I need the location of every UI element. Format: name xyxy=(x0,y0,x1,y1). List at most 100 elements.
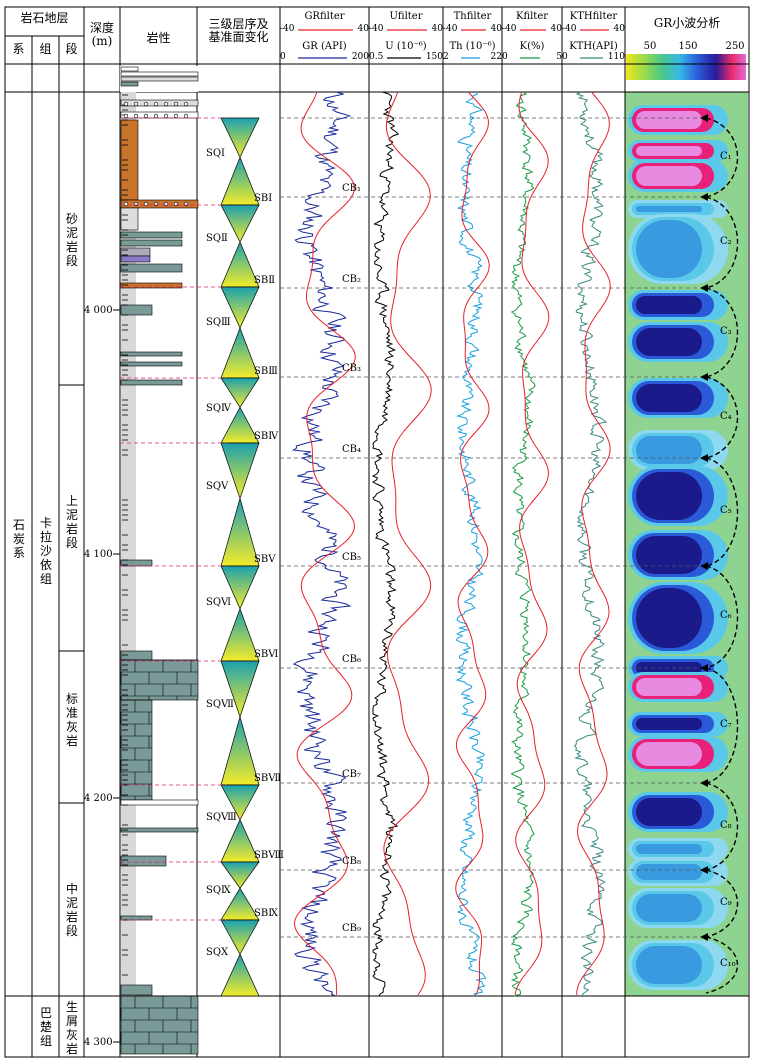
sand-dot-0-126 xyxy=(123,101,129,107)
boundary-label-3: SBⅣ xyxy=(254,431,279,442)
cycle-boundary-label-0: CB₁ xyxy=(342,183,362,194)
cycle-arc-9 xyxy=(705,936,739,994)
sand-dot-0-186 xyxy=(183,101,189,107)
cycle-label-7: C₈ xyxy=(720,819,732,831)
track-0-curve-max: 200 xyxy=(351,52,369,62)
boundary-lines xyxy=(120,117,700,938)
wave-11-inner xyxy=(636,536,702,574)
track-scale-lines xyxy=(298,29,609,59)
sand-dot-1-176 xyxy=(173,113,179,119)
cycle-arrows xyxy=(700,114,739,994)
gr-filter-curve xyxy=(293,91,356,996)
cycle-arc-8 xyxy=(705,869,739,938)
wavelet-color-scale xyxy=(626,54,746,80)
sand-dot-1-166 xyxy=(163,113,169,119)
lith-bed-25 xyxy=(120,855,167,867)
track-0-filter-min: -40 xyxy=(280,24,295,34)
track-2-curve-min: 2 xyxy=(443,52,449,62)
cycle-label-1: C₂ xyxy=(720,235,732,247)
sand-dot-0-176 xyxy=(173,101,179,107)
track-2-filter-max: 40 xyxy=(490,24,502,34)
boundary-label-0: SBⅠ xyxy=(254,193,273,204)
cycle-arrowhead-1 xyxy=(700,193,708,201)
sequence-label-1: SQⅡ xyxy=(206,233,228,245)
boundary-label-7: SBⅧ xyxy=(254,850,284,861)
wave-15-inner xyxy=(636,718,702,730)
u-curve xyxy=(371,91,400,997)
lith-bed-12 xyxy=(120,255,151,263)
wavelet-tick-50: 50 xyxy=(643,41,657,52)
track-0-filter-name: GRfilter xyxy=(304,11,345,22)
sequence-label-4: SQⅤ xyxy=(206,480,229,492)
seq-tri-upper-3 xyxy=(220,377,260,408)
th-filter-curve xyxy=(455,91,490,996)
seq-tri-upper-0 xyxy=(220,117,260,158)
track-4-filter-name: KTHfilter xyxy=(569,11,618,22)
wave-1-inner xyxy=(636,111,702,129)
cycle-arc-4 xyxy=(705,457,739,567)
cycle-boundary-label-8: CB₉ xyxy=(342,923,362,934)
member-label-5: 生屑灰岩 xyxy=(65,1000,78,1056)
sequence-label-9: SQⅩ xyxy=(206,947,229,959)
lith-bed-18 xyxy=(120,379,183,386)
sand-dot-0-136 xyxy=(133,101,139,107)
track-0-curve-min: 0 xyxy=(280,52,286,62)
boundary-label-8: SBⅨ xyxy=(254,908,278,919)
formation-label-lower: 巴楚组 xyxy=(39,1006,52,1048)
cycle-label-2: C₃ xyxy=(720,325,732,337)
cycle-boundary-label-3: CB₄ xyxy=(342,444,362,455)
sequence-label-7: SQⅧ xyxy=(206,812,237,824)
member-label-4: 中泥岩段 xyxy=(65,882,78,938)
sand-dot-0-166 xyxy=(163,101,169,107)
gr-curve xyxy=(291,91,352,997)
wavelet-tick-150: 150 xyxy=(678,41,698,52)
cycle-label-6: C₇ xyxy=(720,718,732,730)
cycle-arrowhead-6 xyxy=(700,664,708,672)
sand-dot-1-146 xyxy=(143,113,149,119)
log-curves xyxy=(291,91,611,997)
track-0-filter-max: 40 xyxy=(357,24,369,34)
wavelet-tick-250: 250 xyxy=(725,41,745,52)
depth-label-4000: 4 000 xyxy=(84,305,113,316)
lith-bed-26 xyxy=(120,915,153,921)
k-curve xyxy=(510,91,536,997)
track-1-curve-name: U (10⁻⁶) xyxy=(385,41,427,52)
lith-bed-13 xyxy=(120,263,183,273)
wave-16-inner xyxy=(636,742,702,766)
wave-7-inner xyxy=(636,328,702,356)
depth-label-4200: 4 200 xyxy=(84,793,113,804)
track-1-curve-max: 150 xyxy=(425,52,443,62)
th-curve xyxy=(455,91,487,997)
lith-bed-15 xyxy=(120,304,153,316)
wave-14-inner xyxy=(636,678,702,696)
track-4-curve-max: 110 xyxy=(607,52,625,62)
track-2-curve-name: Th (10⁻⁶) xyxy=(449,41,496,52)
track-4-curve-name: KTH(API) xyxy=(569,41,618,52)
track-1-curve-min: 0.5 xyxy=(369,52,384,62)
lith-bed-16 xyxy=(120,351,183,357)
lith-bed-27 xyxy=(120,984,153,996)
wave-20-inner xyxy=(636,894,702,922)
lith-bed-1 xyxy=(120,71,199,77)
sequence-label-5: SQⅥ xyxy=(206,597,232,609)
track-3-curve-name: K(%) xyxy=(519,41,545,52)
sequence-label-3: SQⅣ xyxy=(206,402,232,414)
sequence-label-6: SQⅦ xyxy=(206,698,234,710)
lith-bed-2 xyxy=(120,76,199,82)
cycle-boundary-label-7: CB₈ xyxy=(342,856,362,867)
lith-bed-7 xyxy=(120,199,199,209)
depth-ticks xyxy=(113,309,120,1043)
lith-bed-9 xyxy=(120,231,183,239)
wave-3-inner xyxy=(636,166,702,186)
cycle-boundary-label-2: CB₃ xyxy=(342,363,362,374)
cycle-arc-1 xyxy=(705,196,739,289)
depth-label-4100: 4 100 xyxy=(84,549,113,560)
boundary-label-6: SBⅦ xyxy=(254,773,282,784)
lith-bed-14 xyxy=(120,282,183,289)
seq-tri-upper-9 xyxy=(220,919,260,955)
cycle-arrowhead-3 xyxy=(700,373,708,381)
sand-dot-1-136 xyxy=(133,113,139,119)
boundary-label-5: SBⅥ xyxy=(254,649,279,660)
member-label-1: 砂泥岩段 xyxy=(65,212,78,268)
